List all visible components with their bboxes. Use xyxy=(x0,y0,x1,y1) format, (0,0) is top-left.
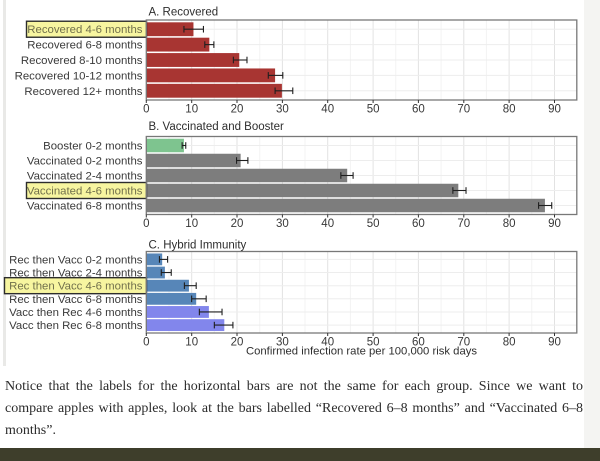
svg-text:Vaccinated 2-4 months: Vaccinated 2-4 months xyxy=(27,171,143,183)
svg-text:90: 90 xyxy=(548,218,561,230)
svg-text:20: 20 xyxy=(231,218,244,230)
svg-text:Recovered 10-12 months: Recovered 10-12 months xyxy=(15,70,143,82)
svg-text:0: 0 xyxy=(143,337,149,349)
svg-text:Recovered 8-10 months: Recovered 8-10 months xyxy=(21,55,143,67)
svg-text:Vaccinated 6-8 months: Vaccinated 6-8 months xyxy=(27,201,143,213)
svg-text:30: 30 xyxy=(276,218,289,230)
svg-text:Vacc then Rec 6-8 months: Vacc then Rec 6-8 months xyxy=(9,320,143,332)
svg-text:30: 30 xyxy=(276,104,289,116)
svg-text:80: 80 xyxy=(503,337,516,349)
svg-text:Recovered 6-8 months: Recovered 6-8 months xyxy=(27,40,143,52)
svg-text:90: 90 xyxy=(548,104,561,116)
svg-text:Rec then Vacc 2-4 months: Rec then Vacc 2-4 months xyxy=(9,268,143,280)
svg-text:30: 30 xyxy=(276,337,289,349)
svg-text:Recovered 4-6 months: Recovered 4-6 months xyxy=(27,24,143,36)
svg-text:Recovered 12+ months: Recovered 12+ months xyxy=(24,86,142,98)
svg-text:60: 60 xyxy=(412,218,425,230)
svg-text:0: 0 xyxy=(143,218,149,230)
svg-text:50: 50 xyxy=(367,104,380,116)
svg-text:80: 80 xyxy=(503,104,516,116)
svg-text:10: 10 xyxy=(185,337,198,349)
svg-text:70: 70 xyxy=(457,337,470,349)
svg-text:70: 70 xyxy=(457,104,470,116)
svg-text:70: 70 xyxy=(457,218,470,230)
svg-text:B. Vaccinated and Booster: B. Vaccinated and Booster xyxy=(149,121,284,133)
svg-text:Vaccinated 4-6 months: Vaccinated 4-6 months xyxy=(27,186,143,198)
svg-text:Vaccinated 0-2 months: Vaccinated 0-2 months xyxy=(27,156,143,168)
svg-text:40: 40 xyxy=(321,218,334,230)
svg-text:Vacc then Rec 4-6 months: Vacc then Rec 4-6 months xyxy=(9,307,143,319)
svg-text:C. Hybrid Immunity: C. Hybrid Immunity xyxy=(149,240,247,252)
svg-text:Confirmed infection rate per 1: Confirmed infection rate per 100,000 ris… xyxy=(246,346,477,358)
svg-text:40: 40 xyxy=(321,104,334,116)
svg-text:90: 90 xyxy=(548,337,561,349)
svg-text:40: 40 xyxy=(321,337,334,349)
svg-text:60: 60 xyxy=(412,337,425,349)
svg-text:Rec then Vacc 6-8 months: Rec then Vacc 6-8 months xyxy=(9,294,143,306)
svg-text:50: 50 xyxy=(367,218,380,230)
svg-text:10: 10 xyxy=(185,104,198,116)
svg-text:20: 20 xyxy=(231,337,244,349)
svg-text:Rec then Vacc 0-2 months: Rec then Vacc 0-2 months xyxy=(9,254,143,266)
svg-text:A. Recovered: A. Recovered xyxy=(149,7,219,19)
svg-text:0: 0 xyxy=(143,104,149,116)
svg-text:60: 60 xyxy=(412,104,425,116)
svg-text:Rec then Vacc 4-6 months: Rec then Vacc 4-6 months xyxy=(9,281,143,293)
svg-text:10: 10 xyxy=(185,218,198,230)
svg-text:50: 50 xyxy=(367,337,380,349)
svg-text:20: 20 xyxy=(231,104,244,116)
svg-text:Booster 0-2 months: Booster 0-2 months xyxy=(43,141,143,153)
svg-text:80: 80 xyxy=(503,218,516,230)
